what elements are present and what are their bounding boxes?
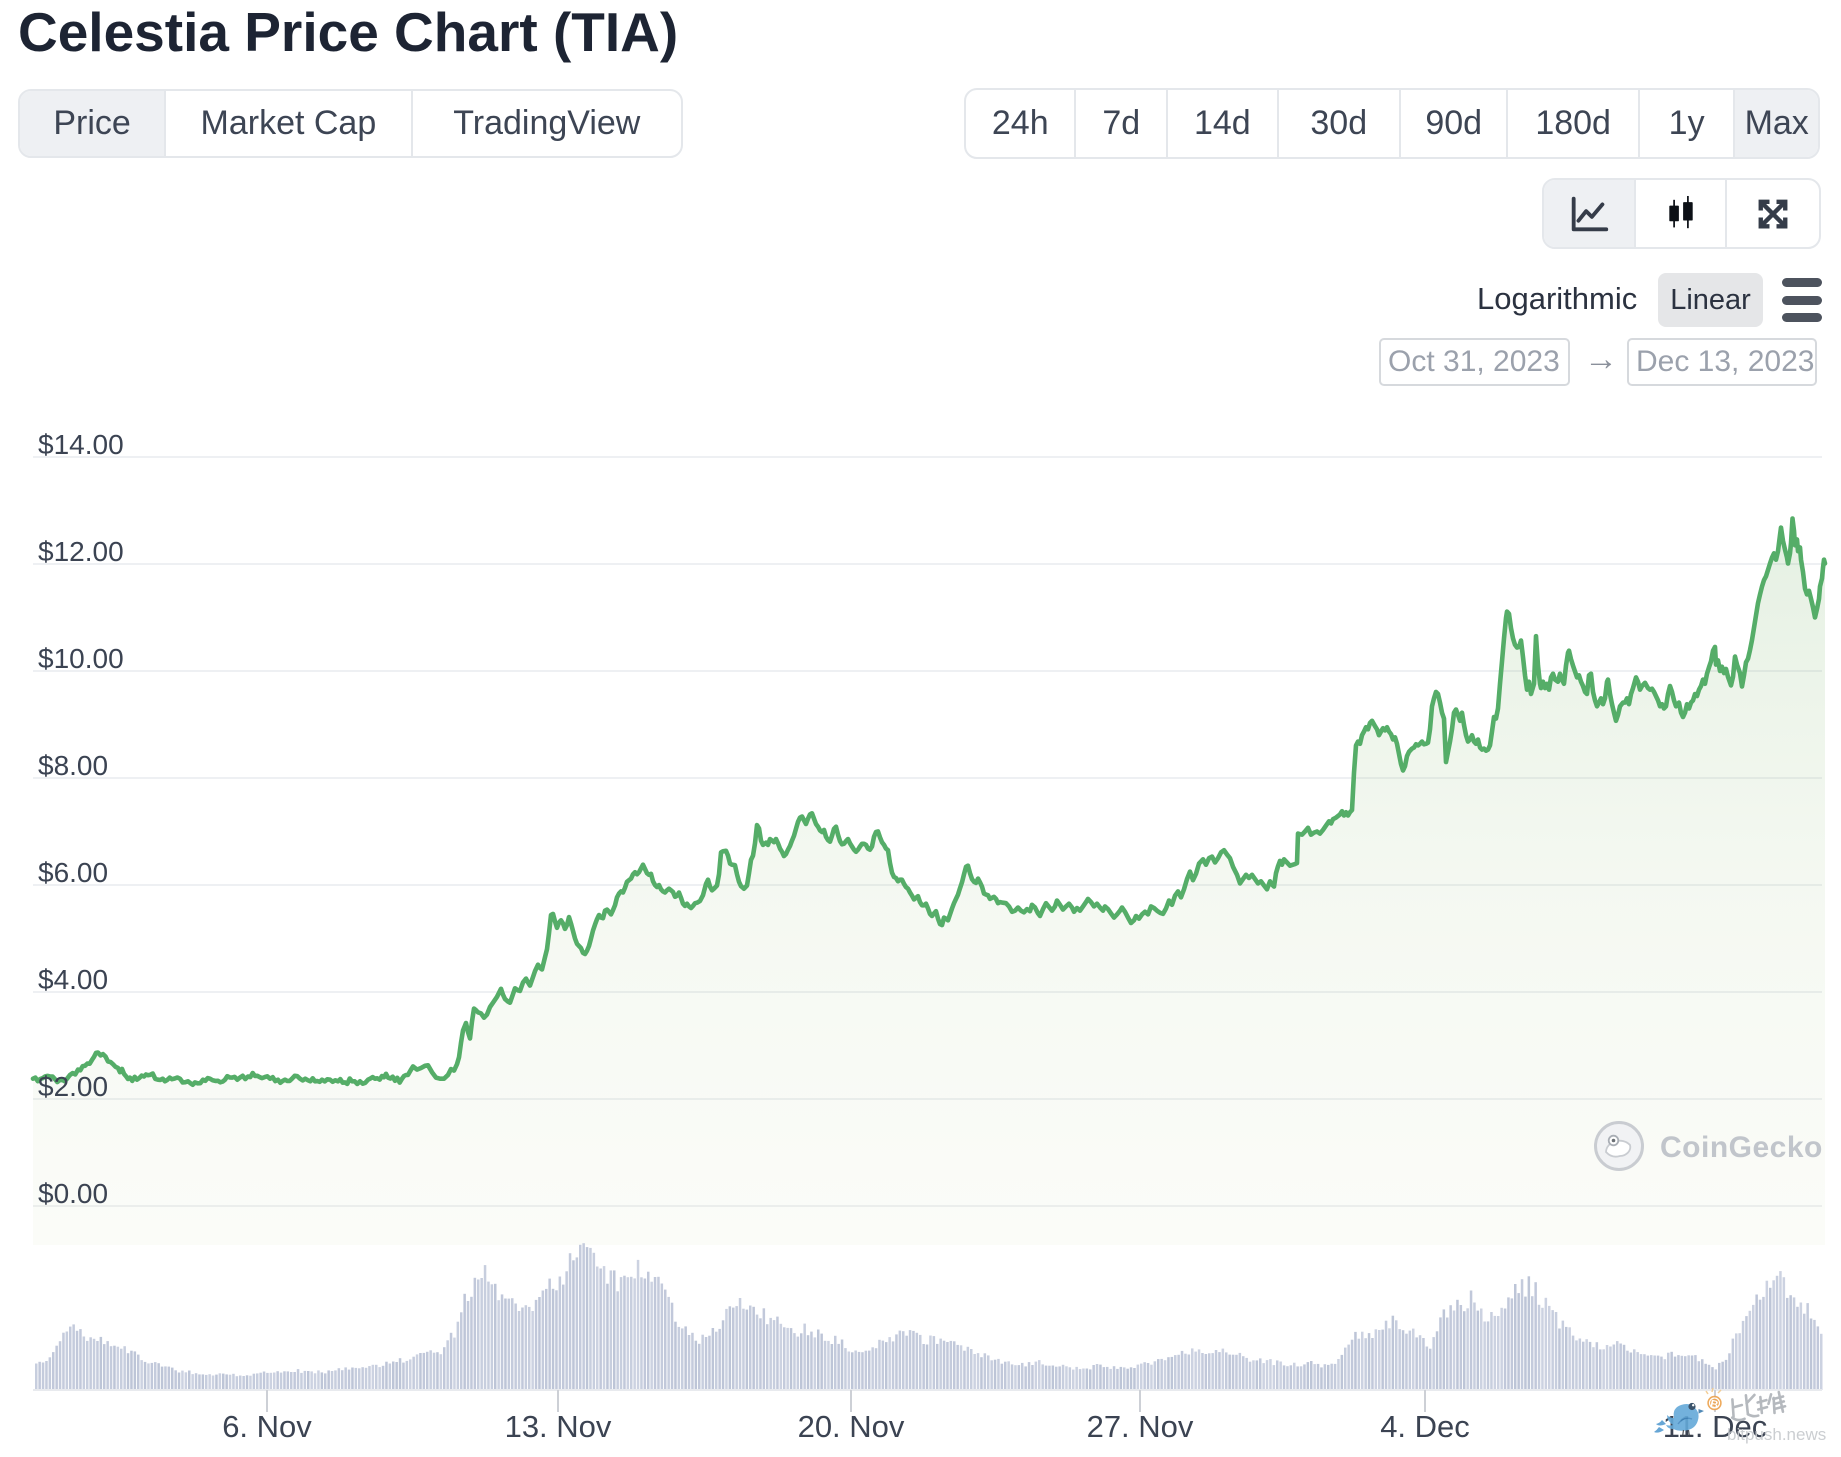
svg-text:$2.00: $2.00	[38, 1071, 108, 1102]
svg-text:$10.00: $10.00	[38, 643, 124, 674]
svg-text:$14.00: $14.00	[38, 429, 124, 460]
svg-text:4. Dec: 4. Dec	[1380, 1409, 1470, 1444]
svg-text:6. Nov: 6. Nov	[222, 1409, 312, 1444]
svg-text:B: B	[1709, 1398, 1719, 1411]
svg-text:CoinGecko: CoinGecko	[1660, 1131, 1823, 1164]
svg-text:bitpush.news: bitpush.news	[1727, 1425, 1826, 1444]
svg-text:$6.00: $6.00	[38, 857, 108, 888]
svg-text:$4.00: $4.00	[38, 964, 108, 995]
svg-text:$0.00: $0.00	[38, 1178, 108, 1209]
svg-text:$12.00: $12.00	[38, 536, 124, 567]
svg-text:$8.00: $8.00	[38, 750, 108, 781]
svg-text:13. Nov: 13. Nov	[505, 1409, 612, 1444]
svg-text:27. Nov: 27. Nov	[1087, 1409, 1194, 1444]
svg-text:20. Nov: 20. Nov	[798, 1409, 905, 1444]
